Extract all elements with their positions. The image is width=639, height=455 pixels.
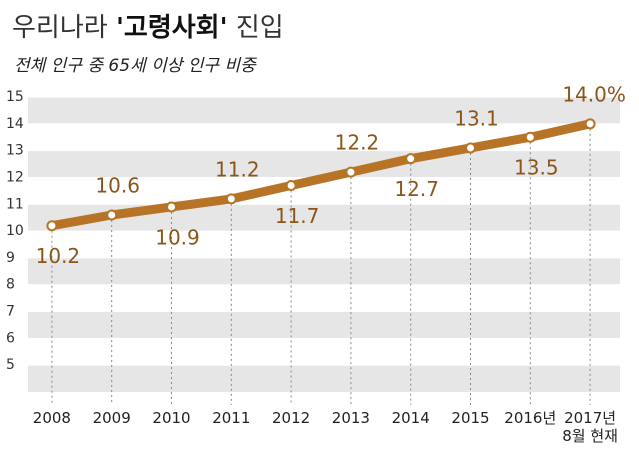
x-tick-label: 2009 — [92, 409, 131, 427]
x-tick-label: 2017년 8월 현재 — [562, 409, 618, 445]
y-tick-label: 10 — [6, 223, 24, 239]
y-tick-label: 9 — [6, 250, 15, 266]
data-point — [584, 118, 596, 130]
data-label: 10.6 — [95, 174, 140, 198]
data-label: 12.2 — [335, 131, 380, 155]
grid-band — [28, 257, 620, 285]
grid-band — [28, 311, 620, 339]
data-label: 11.2 — [215, 157, 260, 181]
title-part: '고령사회' — [116, 13, 228, 43]
data-point — [345, 166, 357, 178]
y-tick-label: 15 — [6, 89, 24, 105]
x-tick-label: 2010 — [152, 409, 191, 427]
x-tick-label: 2016년 — [504, 409, 557, 427]
y-tick-label: 13 — [6, 143, 24, 159]
data-label: 13.5 — [514, 156, 559, 180]
chart-subtitle: 전체 인구 중 65세 이상 인구 비중 — [14, 56, 257, 76]
data-label: 11.7 — [275, 204, 320, 228]
data-label: 12.7 — [394, 177, 439, 201]
y-tick-label: 7 — [6, 304, 15, 320]
data-point — [225, 193, 237, 205]
y-tick-label: 8 — [6, 277, 15, 293]
x-tick-label: 2012 — [272, 409, 311, 427]
chart-title: 우리나라 '고령사회' 진입 — [12, 13, 284, 43]
y-tick-label: 11 — [6, 196, 24, 212]
y-tick-label: 5 — [6, 357, 15, 373]
x-tick-label: 2014 — [391, 409, 430, 427]
y-tick-label: 12 — [6, 169, 24, 185]
grid-band — [28, 150, 620, 178]
data-point — [166, 201, 177, 213]
data-point — [524, 131, 536, 143]
x-tick-label: 2011 — [212, 409, 251, 427]
x-tick-label: 2008 — [32, 409, 71, 427]
y-tick-label: 6 — [6, 330, 15, 346]
data-point — [106, 209, 118, 221]
data-line — [47, 119, 595, 231]
data-point — [405, 153, 417, 165]
data-label: 10.2 — [36, 244, 81, 268]
data-point — [465, 142, 476, 154]
data-label: 13.1 — [454, 106, 499, 130]
grid-band — [28, 97, 620, 124]
data-point — [46, 220, 58, 232]
title-part: 진입 — [236, 13, 284, 43]
data-label: 10.9 — [155, 225, 200, 249]
x-tick-label: 2013 — [331, 409, 370, 427]
data-label: 14.0% — [562, 82, 626, 106]
y-tick-label: 14 — [6, 116, 24, 132]
title-part: 우리나라 — [12, 13, 108, 43]
x-tick-label: 2015 — [451, 409, 490, 427]
data-point — [285, 180, 297, 191]
grid-band — [28, 365, 620, 392]
